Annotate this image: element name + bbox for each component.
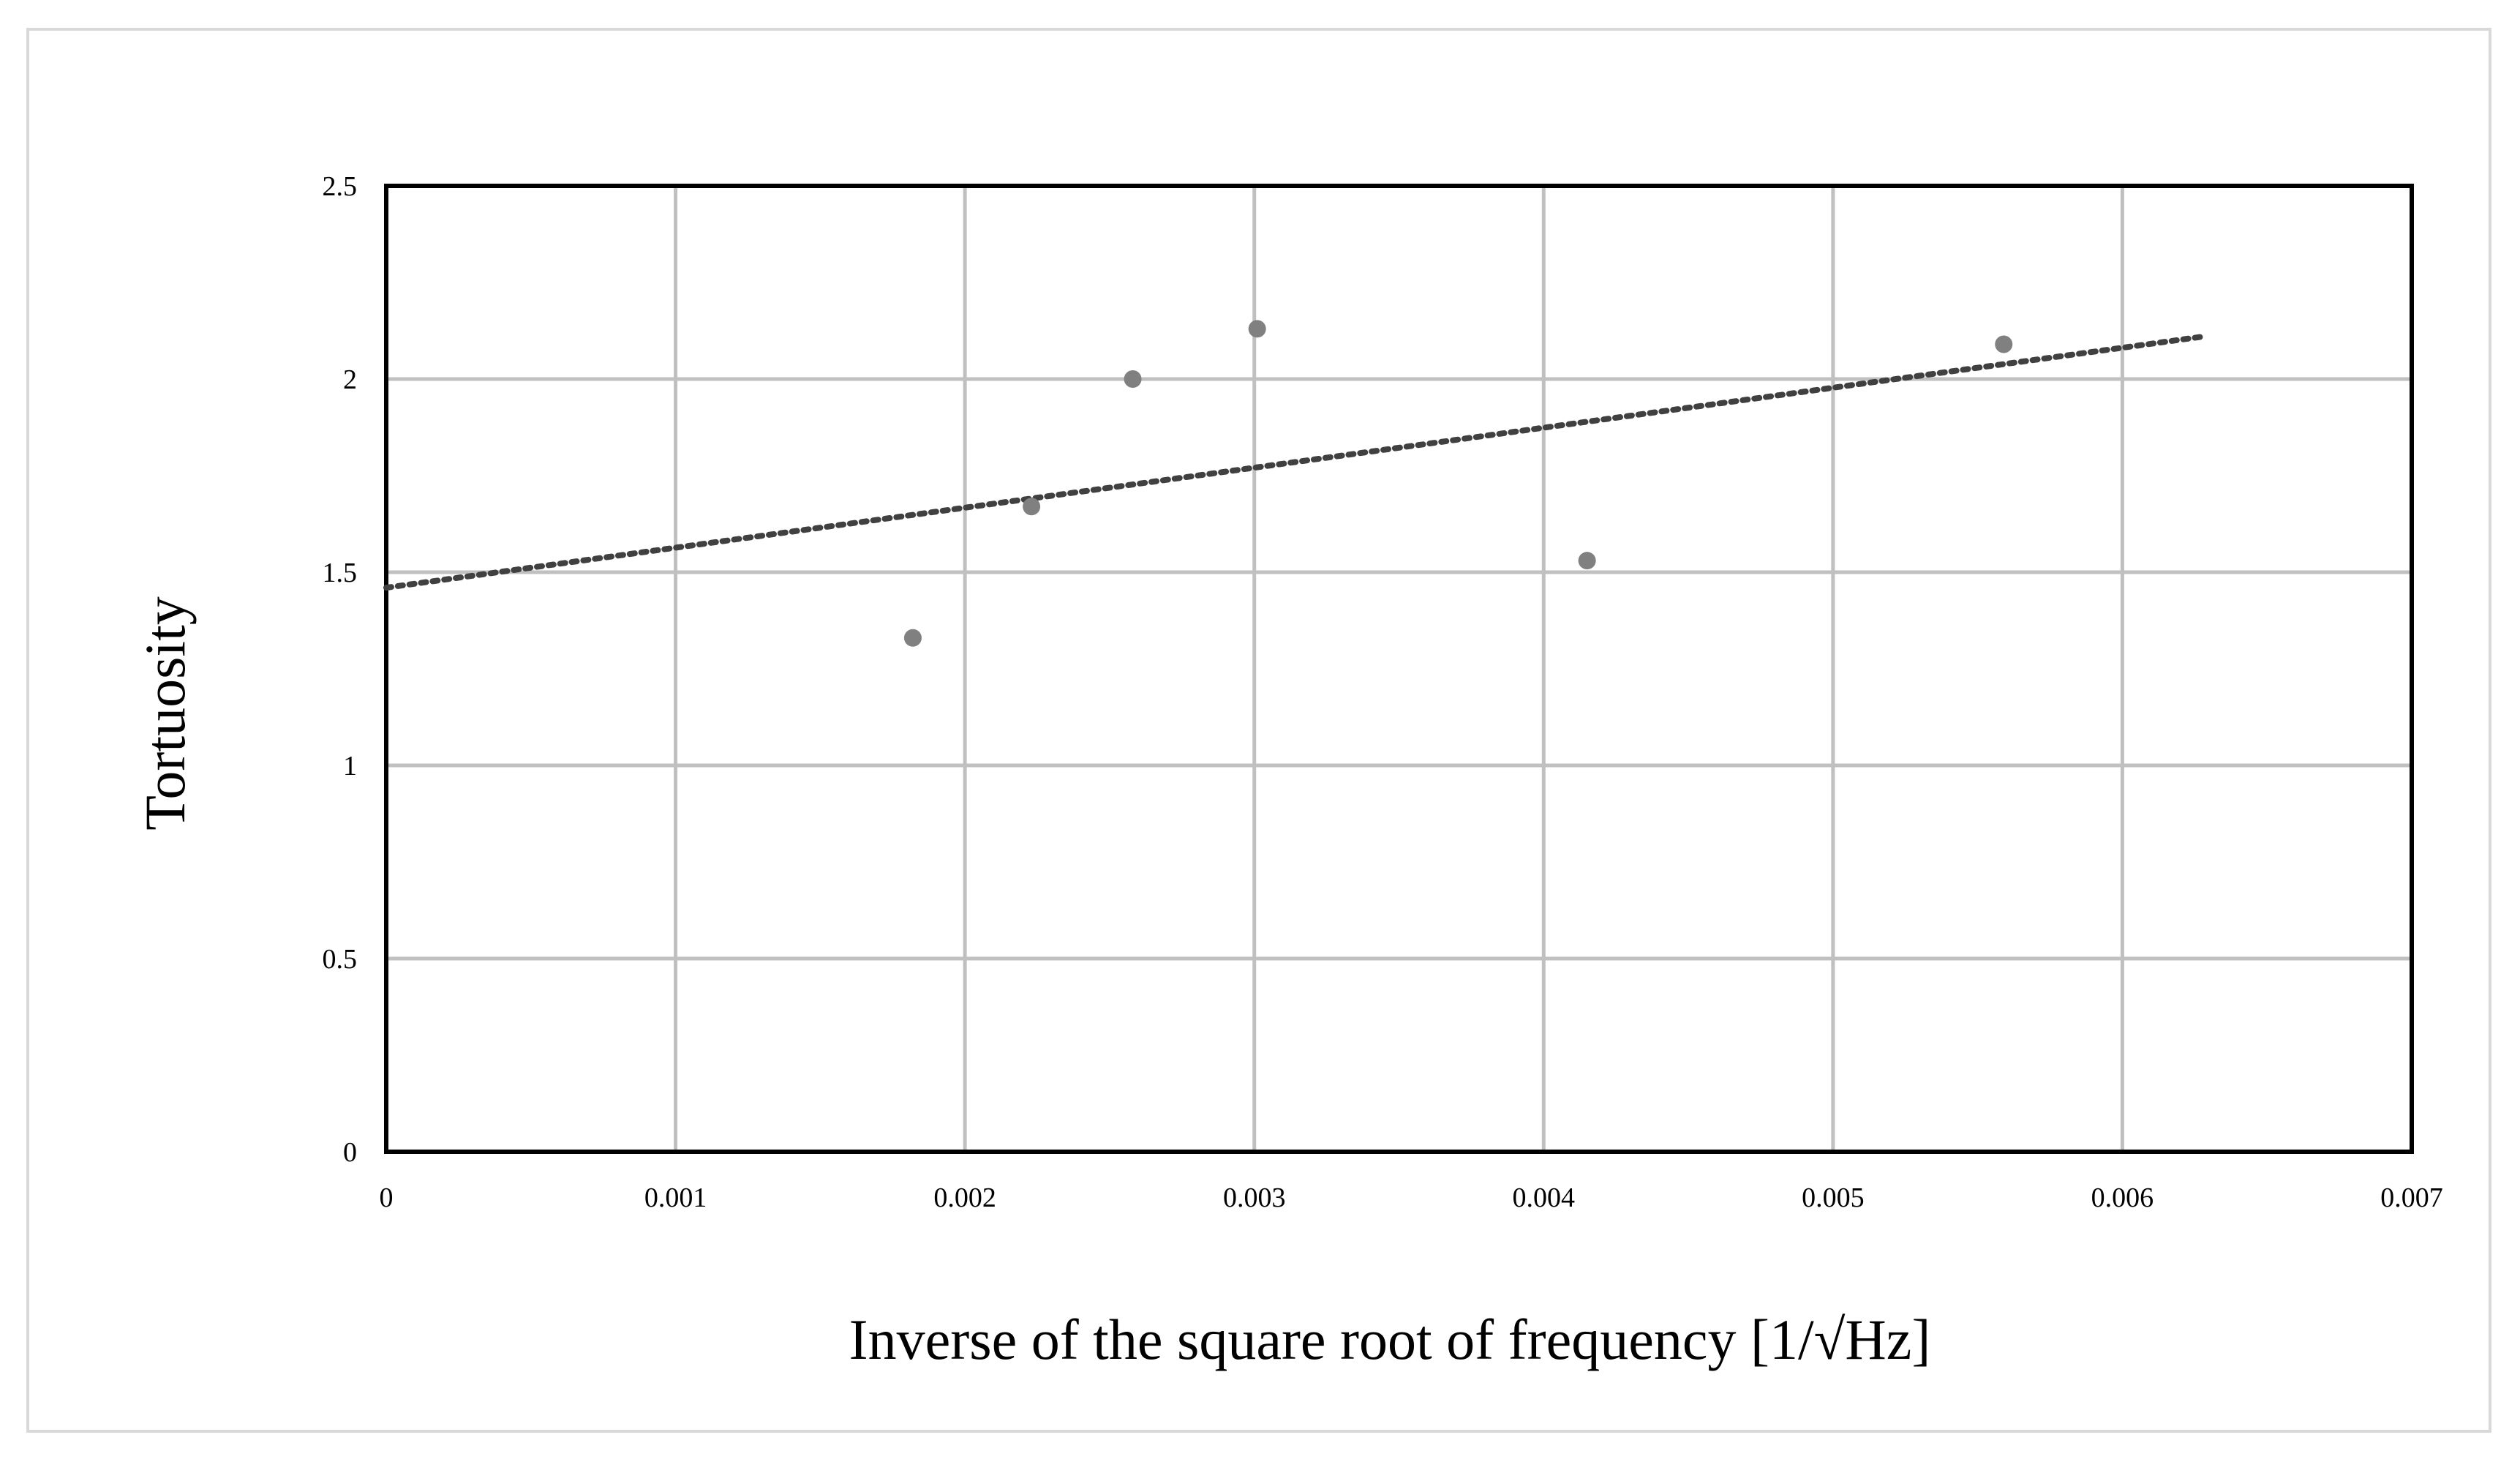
x-tick-label-3: 0.003: [1223, 1182, 1286, 1213]
y-tick-label-0: 0: [343, 1137, 357, 1168]
grid-lines: [384, 184, 2414, 1154]
y-tick-label-4: 2: [343, 364, 357, 395]
x-tick-label-7: 0.007: [2380, 1182, 2443, 1213]
trendline-layer: [383, 333, 2207, 591]
x-tick-label-5: 0.005: [1802, 1182, 1865, 1213]
x-tick-label-6: 0.006: [2091, 1182, 2154, 1213]
plot-area: [384, 184, 2414, 1154]
y-tick-label-5: 2.5: [323, 171, 358, 202]
y-axis-tick-labels: 0 0.5 1 1.5 2 2.5: [323, 171, 358, 1168]
chart-frame: [26, 28, 2491, 1433]
data-point-0-3: [1248, 320, 1266, 338]
y-axis-title: Tortuosity: [133, 596, 197, 831]
data-point-0-0: [903, 629, 922, 647]
data-points: [903, 320, 2013, 647]
x-tick-label-2: 0.002: [933, 1182, 996, 1213]
x-axis-tick-labels: 0 0.001 0.002 0.003 0.004 0.005 0.006 0.007: [380, 1182, 2443, 1213]
x-tick-label-1: 0.001: [644, 1182, 707, 1213]
data-point-0-5: [1995, 335, 2013, 353]
x-tick-label-0: 0: [380, 1182, 394, 1213]
data-point-0-2: [1124, 370, 1142, 388]
y-tick-label-1: 0.5: [323, 944, 358, 975]
data-point-0-4: [1578, 552, 1596, 570]
x-axis-title: Inverse of the square root of frequency …: [849, 1308, 1931, 1371]
data-point-0-1: [1023, 498, 1041, 516]
y-tick-label-2: 1: [343, 751, 357, 781]
x-tick-label-4: 0.004: [1513, 1182, 1576, 1213]
trendline: [383, 333, 2207, 591]
y-tick-label-3: 1.5: [323, 558, 358, 588]
